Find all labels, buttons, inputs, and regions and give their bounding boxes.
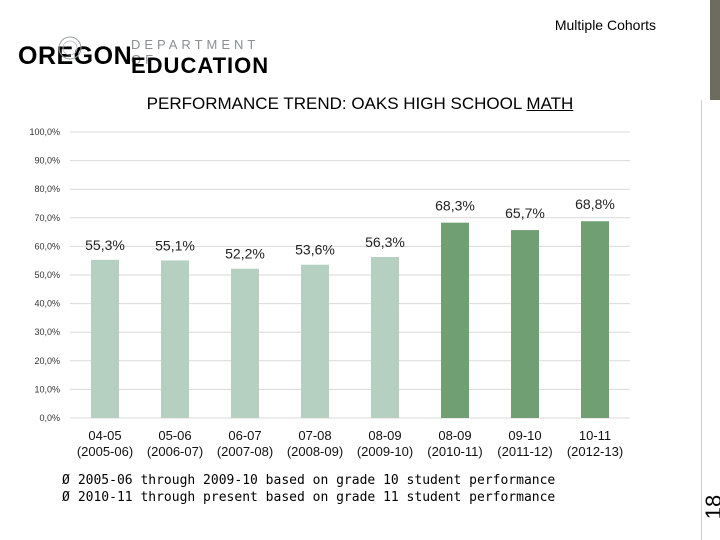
bar [161, 260, 189, 418]
x-tick-sublabel: (2007-08) [217, 444, 273, 459]
footnote-text: 2005-06 through 2009-10 based on grade 1… [77, 473, 556, 488]
x-tick-label: 06-07 [228, 428, 261, 443]
bullet-arrow-icon: Ø [62, 473, 70, 488]
slide-number: 18 [700, 494, 720, 520]
y-tick-label: 30,0% [34, 327, 60, 337]
bar [441, 222, 469, 418]
y-tick-label: 60,0% [34, 241, 60, 251]
chart-title-subject: MATH [526, 94, 574, 113]
bar [371, 256, 399, 418]
bar [301, 264, 329, 418]
x-tick-sublabel: (2012-13) [567, 444, 623, 459]
y-tick-label: 20,0% [34, 356, 60, 366]
y-tick-label: 100,0% [29, 127, 60, 137]
bar [91, 259, 119, 418]
performance-bar-chart: 0,0% 10,0% 20,0% 30,0% 40,0% 50,0% 60,0% 70,0% 8… [29, 127, 630, 459]
chart-title-main: PERFORMANCE TREND: OAKS HIGH SCHOOL [146, 94, 527, 113]
footnote-text: 2010-11 through present based on grade 1… [77, 490, 556, 505]
footnote-grade11: Ø 2010-11 through present based on grade … [62, 489, 555, 506]
value-label: 52,2% [225, 246, 265, 262]
cohort-label: Multiple Cohorts [554, 17, 656, 33]
side-strip [701, 100, 720, 540]
x-tick-label: 10-11 [579, 428, 611, 443]
accent-bar [710, 0, 720, 100]
value-label: 53,6% [295, 242, 335, 258]
x-tick-sublabel: (2011-12) [497, 444, 552, 459]
y-tick-label: 0,0% [39, 413, 60, 423]
value-label: 55,3% [85, 237, 125, 253]
x-tick-sublabel: (2010-11) [427, 444, 482, 459]
logo-edu-text: EDUCATION [131, 53, 270, 78]
bar [231, 268, 259, 418]
x-tick-sublabel: (2006-07) [147, 444, 203, 459]
bar [581, 221, 609, 418]
x-tick-sublabel: (2008-09) [287, 444, 343, 459]
y-tick-label: 80,0% [34, 184, 60, 194]
x-tick-label: 04-05 [88, 428, 121, 443]
y-tick-label: 90,0% [34, 156, 60, 166]
x-tick-sublabel: (2005-06) [77, 444, 133, 459]
x-tick-label: 08-09 [368, 428, 401, 443]
value-label: 65,7% [505, 205, 545, 221]
x-tick-label: 07-08 [298, 428, 331, 443]
logo-dept-text: DEPARTMENT OF [131, 37, 260, 67]
value-label: 56,3% [365, 234, 405, 250]
y-tick-label: 10,0% [34, 384, 60, 394]
chart-title: PERFORMANCE TREND: OAKS HIGH SCHOOL MATH [0, 94, 720, 114]
value-label: 68,8% [575, 196, 615, 212]
x-tick-label: 08-09 [438, 428, 471, 443]
value-label: 68,3% [435, 198, 475, 214]
oregon-education-logo: OREGON DEPARTMENT OF EDUCATION [18, 36, 268, 80]
y-tick-label: 40,0% [34, 299, 60, 309]
y-tick-label: 70,0% [34, 213, 60, 223]
state-seal-icon [58, 36, 82, 60]
x-tick-label: 05-06 [158, 428, 191, 443]
value-label: 55,1% [155, 237, 195, 253]
bar [511, 230, 539, 418]
logo-state-text: OREGON [18, 42, 133, 70]
x-tick-sublabel: (2009-10) [357, 444, 413, 459]
y-tick-label: 50,0% [34, 270, 60, 280]
bullet-arrow-icon: Ø [62, 490, 70, 505]
x-tick-label: 09-10 [508, 428, 541, 443]
footnotes: Ø 2005-06 through 2009-10 based on grade … [62, 472, 555, 506]
footnote-grade10: Ø 2005-06 through 2009-10 based on grade … [62, 472, 555, 489]
